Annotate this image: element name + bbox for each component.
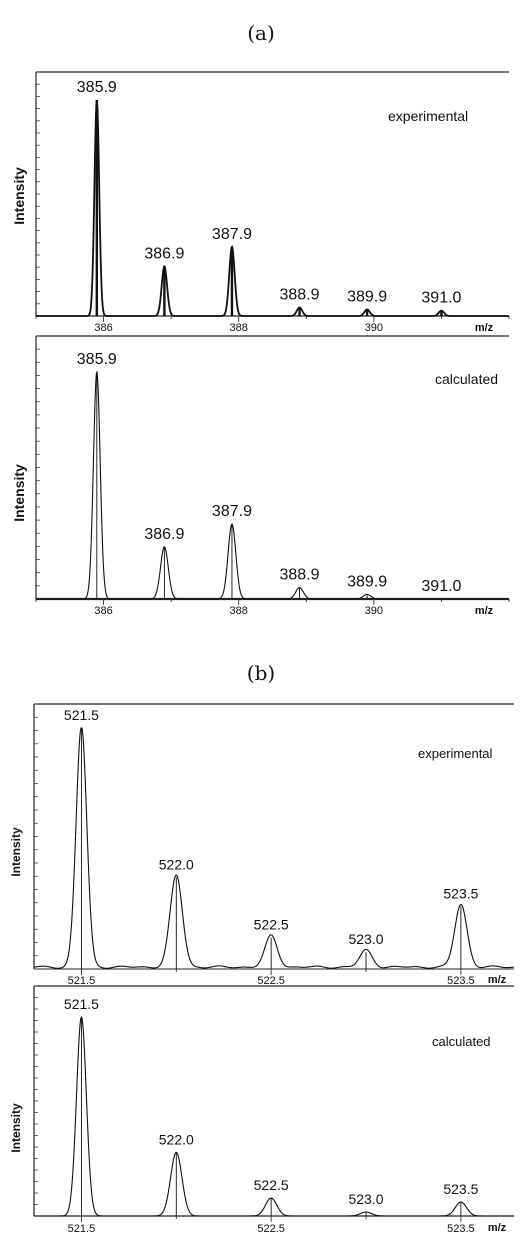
peak-label: 388.9 [280,286,320,303]
spectrum-line [33,727,515,969]
y-axis-title: Intensity [11,167,27,225]
x-axis-title: m/z [475,322,494,334]
spectra-charts: 386 388 390Intensitym/zexperimental385.938… [9,71,515,1235]
y-axis-title: Intensity [11,464,27,522]
x-tick-label: 386 [94,605,112,617]
spectrum-line [36,370,509,600]
peak-label: 389.9 [347,289,387,306]
spectrum-type-label: experimental [388,108,468,124]
x-tick-label: 522.5 [257,975,285,987]
spectrum-type-label: calculated [432,1034,491,1049]
x-tick-label: 390 [365,605,383,617]
x-tick-label: 522.5 [257,1223,285,1235]
peak-label: 522.5 [254,917,289,933]
y-axis-title: Intensity [9,827,23,877]
x-tick-label: 388 [230,322,248,334]
spectrum-line [36,100,509,317]
peak-label: 391.0 [421,290,461,307]
x-axis-title: m/z [488,974,507,986]
peak-label: 386.9 [144,245,184,262]
spectrum-chart-4: 521.5 522.5 523.5 Intensity m/z calculated 521… [9,985,514,1235]
peak-label: 522.0 [159,1131,194,1147]
peak-label: 391.0 [421,578,461,595]
spectrum-line [34,1015,514,1217]
y-axis-title: Intensity [9,1103,23,1153]
peak-label: 523.5 [443,885,478,901]
x-tick-label: 523.5 [447,1223,475,1235]
peak-label: 388.9 [280,567,320,584]
panel-label-b: (b) [247,661,275,685]
x-tick-label: 523.5 [447,975,475,987]
x-tick-label: 386 [94,322,112,334]
spectrum-chart-2: 386 388 390 Intensity m/z calculated 385.9 386.… [11,335,510,617]
peak-label: 387.9 [212,503,252,520]
x-tick-label: 390 [365,322,383,334]
peak-label: 387.9 [212,226,252,243]
peak-label: 523.5 [443,1181,478,1197]
spectrum-type-label: experimental [418,746,493,761]
peak-label: 521.5 [64,996,99,1012]
x-tick-label: 388 [230,605,248,617]
x-tick-label: 521.5 [68,975,96,987]
peak-label: 385.9 [77,351,117,368]
peak-label: 523.0 [348,1191,383,1207]
peak-label: 522.0 [159,856,194,872]
peak-label: 385.9 [77,79,117,96]
peak-label: 523.0 [348,931,383,947]
x-axis-title: m/z [475,605,494,617]
peak-label: 521.5 [64,707,99,723]
x-tick-label: 521.5 [68,1223,96,1235]
spectrum-chart-3: 521.5 522.5 523.5 Intensity m/z experimental 5… [9,703,515,987]
spectrum-type-label: calculated [435,371,498,387]
peak-label: 389.9 [347,573,387,590]
spectrum-chart-1: 386 388 390 Intensity m/z experimental 385.9 38… [11,71,510,334]
peak-label: 386.9 [144,526,184,543]
panel-label-a: (a) [247,21,275,45]
peak-label: 522.5 [254,1177,289,1193]
x-axis-title: m/z [488,1222,507,1234]
